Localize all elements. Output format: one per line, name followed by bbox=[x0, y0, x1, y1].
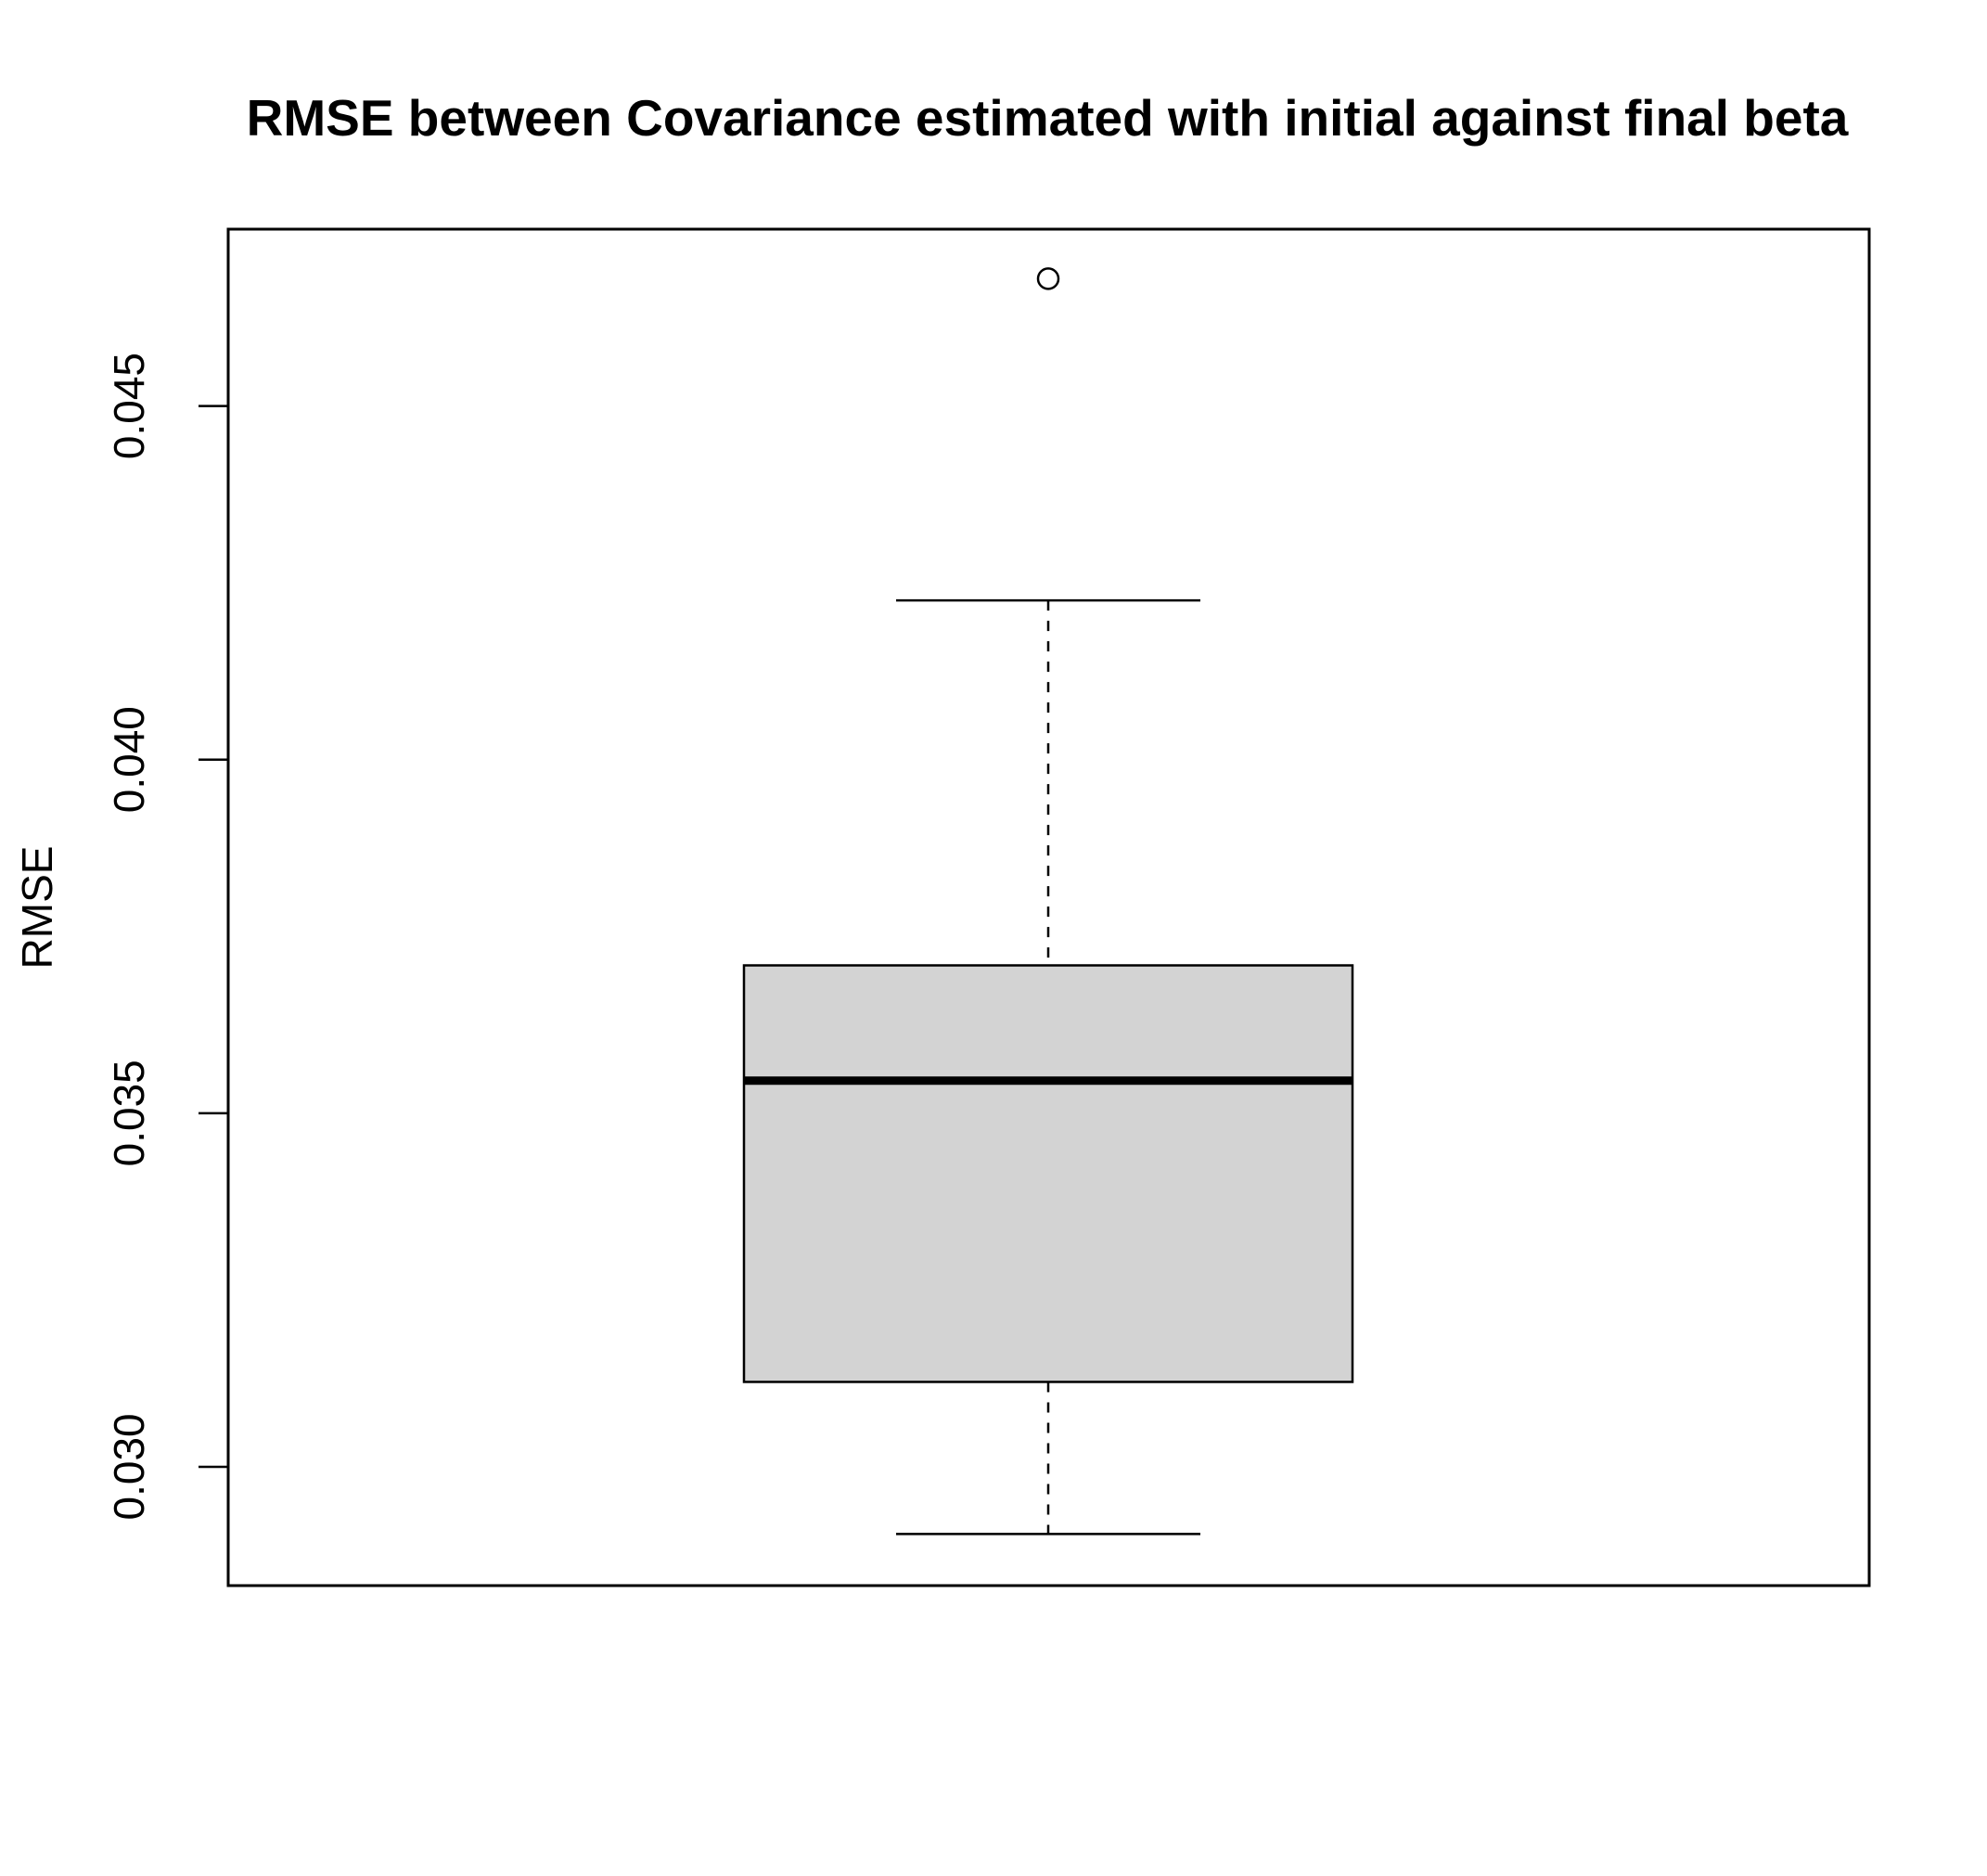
y-tick-label: 0.035 bbox=[105, 1060, 153, 1166]
outlier-point bbox=[1036, 267, 1060, 290]
chart-title: RMSE between Covariance estimated with i… bbox=[247, 89, 1849, 147]
y-axis: 0.030 0.035 0.040 0.045 bbox=[105, 353, 230, 1521]
y-axis-label: RMSE bbox=[13, 846, 61, 970]
plot-frame bbox=[226, 227, 1871, 1587]
y-tick-label: 0.045 bbox=[105, 353, 153, 459]
y-tick-label: 0.030 bbox=[105, 1413, 153, 1520]
y-tick-label: 0.040 bbox=[105, 706, 153, 813]
box-group bbox=[742, 267, 1354, 1535]
iqr-box bbox=[742, 964, 1354, 1383]
